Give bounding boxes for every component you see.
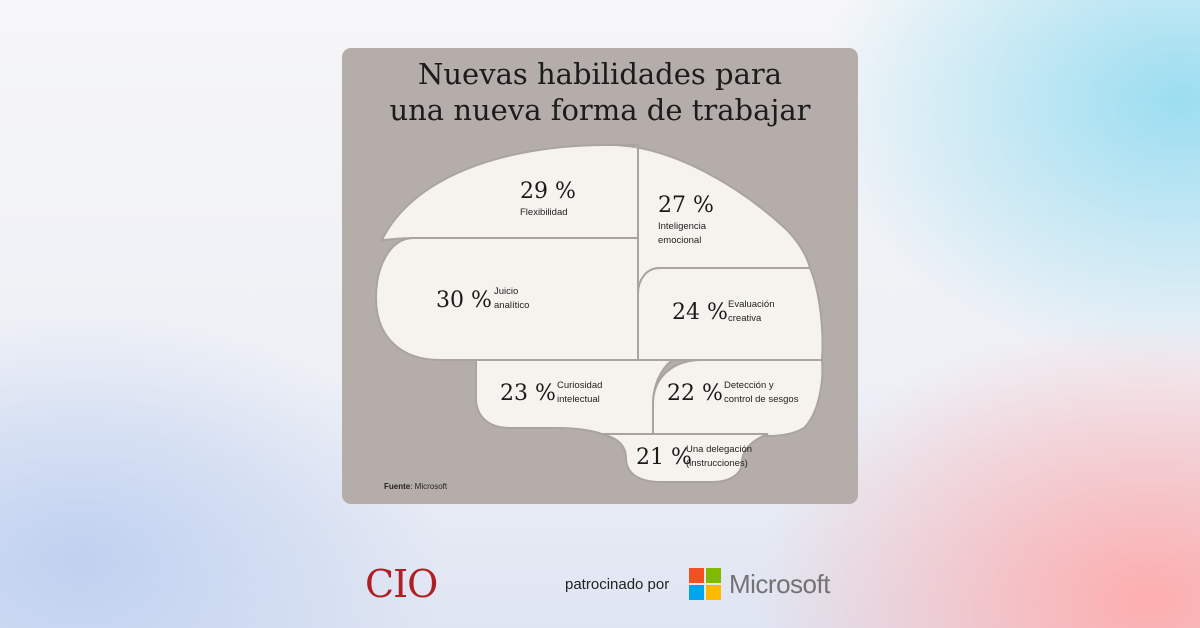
infographic-title: Nuevas habilidades para una nueva forma … [342, 56, 858, 128]
brain-segment-curiosidad-intelectual [475, 359, 675, 435]
brain-segment-flexibilidad [380, 144, 639, 242]
brain-illustration [374, 144, 824, 483]
title-line-1: Nuevas habilidades para [417, 57, 783, 91]
source-note: Fuente: Microsoft [384, 482, 448, 491]
segment-label-delegacion: Una delegación (instrucciones) [686, 444, 753, 469]
brain-segment-juicio-analitico [374, 237, 639, 361]
segment-percent-curiosidad: 23 % [500, 381, 556, 406]
segment-label-curiosidad: Curiosidad intelectual [557, 380, 603, 405]
segment-percent-juicio: 30 % [436, 288, 492, 313]
microsoft-wordmark: Microsoft [729, 569, 830, 599]
segment-percent-delegacion: 21 % [636, 445, 692, 470]
segment-percent-flexibilidad: 29 % [520, 179, 576, 204]
segment-percent-deteccion: 22 % [667, 381, 723, 406]
segment-percent-evaluacion: 24 % [672, 300, 728, 325]
segment-label-flexibilidad: Flexibilidad [520, 207, 568, 218]
segment-label-deteccion: Detección y control de sesgos [724, 380, 799, 405]
brain-segment-deteccion-sesgos [652, 359, 824, 437]
cio-logo: CIO [365, 562, 438, 606]
sponsor-text: patrocinado por [565, 576, 670, 593]
microsoft-logo-icon [689, 568, 721, 600]
brain-segment-delegacion [601, 433, 769, 483]
segment-label-juicio: Juicio analítico [494, 286, 530, 311]
segment-label-evaluacion: Evaluación creativa [728, 299, 775, 324]
segment-label-inteligencia: Inteligencia emocional [658, 221, 707, 246]
title-line-2: una nueva forma de trabajar [389, 93, 811, 127]
brain-segment-evaluacion-creativa [637, 267, 824, 361]
infographic-card: Nuevas habilidades para una nueva forma … [342, 48, 858, 504]
segment-percent-inteligencia: 27 % [658, 193, 714, 218]
